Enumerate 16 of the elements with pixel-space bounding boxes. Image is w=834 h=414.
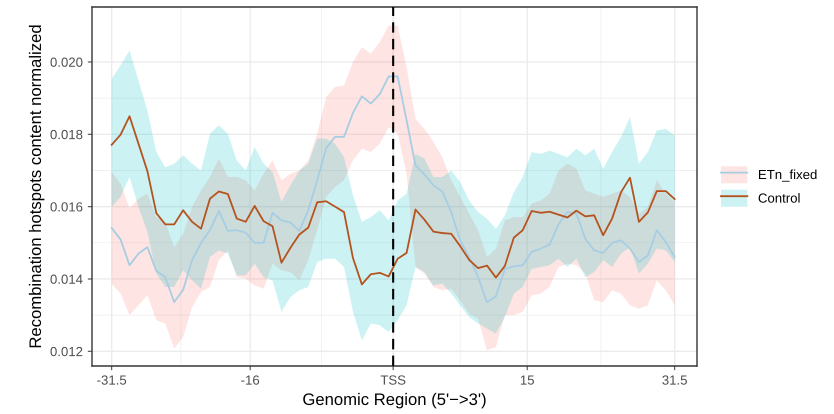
x-tick-label: -31.5 <box>97 375 126 385</box>
y-tick-label: 0.016 <box>50 202 82 212</box>
x-tick-label: -16 <box>241 375 260 385</box>
y-tick-label: 0.020 <box>50 58 82 67</box>
y-tick-label: 0.014 <box>50 274 83 284</box>
x-axis-title: Genomic Region (5'−>3') <box>303 392 486 408</box>
line-series <box>110 115 676 286</box>
legend-label: Control <box>758 193 800 203</box>
legend-label: ETn_fixed <box>759 169 816 182</box>
x-tick-label: 31.5 <box>662 375 687 385</box>
y-axis-title: Recombination hotspots content normalized <box>28 25 44 348</box>
line-series <box>110 76 676 304</box>
x-tick-label: 15 <box>520 376 534 385</box>
y-tick-label: 0.018 <box>50 130 82 140</box>
y-tick-label: 0.012 <box>50 346 82 356</box>
x-tick-label: TSS <box>380 375 406 385</box>
